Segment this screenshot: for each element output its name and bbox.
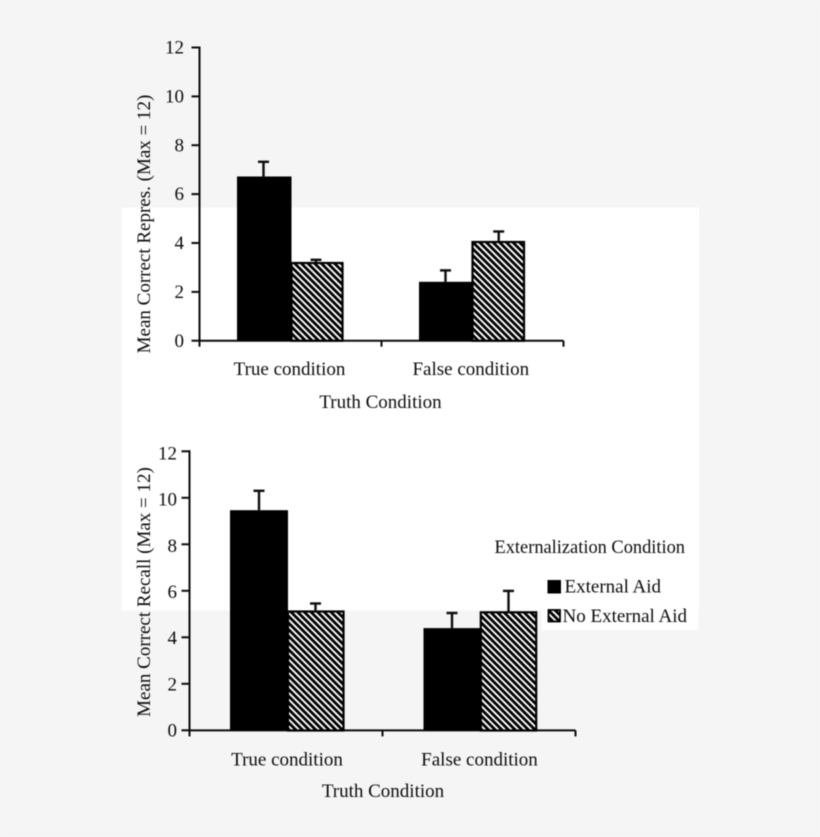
svg-text:6: 6	[168, 582, 178, 603]
svg-text:True condition: True condition	[231, 750, 343, 771]
svg-text:No External Aid: No External Aid	[563, 606, 688, 627]
svg-text:4: 4	[168, 628, 178, 649]
svg-text:False condition: False condition	[421, 750, 538, 771]
svg-text:False condition: False condition	[412, 359, 529, 380]
svg-text:2: 2	[175, 282, 185, 303]
svg-text:External Aid: External Aid	[565, 576, 662, 597]
svg-text:6: 6	[175, 184, 185, 205]
svg-text:4: 4	[175, 233, 185, 254]
svg-text:12: 12	[165, 38, 184, 59]
svg-text:Mean Correct Repres. (Max = 12: Mean Correct Repres. (Max = 12)	[134, 95, 155, 354]
svg-text:10: 10	[158, 490, 177, 511]
svg-text:Truth Condition: Truth Condition	[322, 781, 445, 802]
svg-text:0: 0	[168, 721, 178, 742]
svg-text:12: 12	[158, 443, 177, 464]
svg-text:Truth Condition: Truth Condition	[319, 392, 442, 413]
svg-text:8: 8	[168, 536, 178, 557]
svg-text:Externalization Condition: Externalization Condition	[495, 537, 686, 558]
svg-text:0: 0	[175, 331, 185, 352]
svg-text:2: 2	[168, 674, 178, 695]
svg-text:Mean Correct Recall (Max = 12): Mean Correct Recall (Max = 12)	[134, 467, 155, 717]
svg-text:8: 8	[175, 135, 185, 156]
svg-text:10: 10	[165, 87, 184, 108]
svg-text:True condition: True condition	[234, 359, 346, 380]
